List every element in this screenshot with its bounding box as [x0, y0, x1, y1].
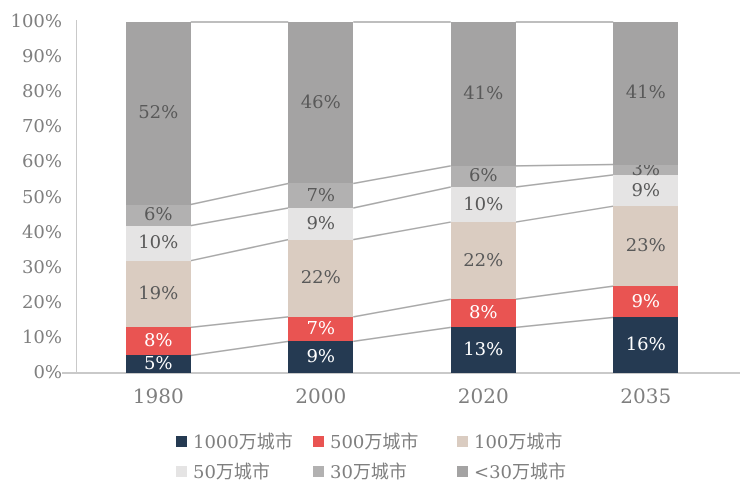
y-axis-line [76, 20, 77, 374]
legend-label: <30万城市 [474, 462, 566, 483]
legend-swatch [313, 435, 324, 447]
x-label-2035: 2035 [620, 384, 672, 408]
series-connector-line [190, 340, 289, 357]
bar-segment [450, 186, 516, 223]
legend-label: 50万城市 [193, 462, 270, 483]
legend-item-500万城市: 500万城市 [313, 431, 419, 453]
legend-swatch [457, 435, 468, 447]
series-connector-line [190, 207, 289, 227]
y-tick-label: 40% [21, 221, 62, 243]
legend-swatch [457, 465, 468, 477]
legend-label: 1000万城市 [193, 432, 293, 453]
legend-item-100万城市: 100万城市 [457, 431, 563, 453]
bar-segment [613, 164, 679, 175]
x-label-2020: 2020 [457, 384, 509, 408]
series-connector-line [515, 174, 614, 188]
bar-segment [125, 22, 191, 205]
legend-item-1000万城市: 1000万城市 [176, 431, 293, 453]
legend-item-30万城市: 30万城市 [313, 461, 407, 483]
y-tick-label: 30% [21, 256, 62, 278]
x-label-1980: 1980 [132, 384, 184, 408]
bar-segment [288, 183, 354, 209]
y-tick-label: 20% [21, 291, 62, 313]
bar-segment [450, 165, 516, 187]
legend-item-<30万城市: <30万城市 [457, 461, 566, 483]
y-tick-label: 90% [21, 46, 62, 68]
series-connector-line [190, 182, 289, 206]
bar-1980: 5% 8% 19% 10% 6% 52% [125, 22, 191, 374]
bar-2020: 13% 8% 22% 10% 6% 41% [450, 22, 516, 373]
bar-2000: 9% 7% 22% 9% 7% 46% [288, 22, 354, 373]
series-connector-line [353, 298, 451, 318]
bar-segment [613, 317, 679, 373]
bar-segment [125, 260, 191, 328]
bar-segment [125, 204, 191, 226]
y-tick-label: 10% [21, 326, 62, 348]
bar-segment [125, 355, 191, 373]
y-tick-label: 50% [21, 186, 62, 208]
y-tick-label: 80% [21, 81, 62, 103]
y-tick-label: 70% [21, 116, 62, 138]
bar-segment [450, 299, 516, 328]
legend-label: 30万城市 [330, 462, 407, 483]
bar-segment [613, 174, 679, 207]
series-connector-line [353, 165, 451, 185]
bar-segment [450, 222, 516, 300]
bar-segment [613, 286, 679, 318]
x-axis-line [62, 372, 740, 374]
bar-segment [125, 225, 191, 261]
bar-2035: 16% 9% 23% 9% 3% 41% [613, 22, 679, 373]
bar-segment [288, 239, 354, 317]
y-tick-label: 100% [10, 11, 62, 32]
bar-segment [288, 208, 354, 240]
bar-segment [450, 22, 516, 166]
legend-label: 500万城市 [330, 432, 419, 453]
bar-segment [288, 316, 354, 342]
bar-segment [613, 22, 679, 165]
bar-segment [450, 327, 516, 373]
x-label-2000: 2000 [295, 384, 347, 408]
legend-swatch [176, 435, 187, 447]
series-connector-line [515, 205, 614, 223]
series-connector-line [515, 163, 614, 167]
series-connector-line [190, 316, 289, 329]
bar-segment [125, 327, 191, 356]
series-connector-line [515, 285, 614, 301]
legend-item-50万城市: 50万城市 [176, 461, 270, 483]
bar-segment [288, 22, 354, 184]
series-connector-line [190, 238, 289, 262]
legend-label: 100万城市 [474, 432, 563, 453]
legend-swatch [313, 465, 324, 477]
y-tick-label: 0% [33, 362, 62, 383]
bar-segment [613, 206, 679, 287]
series-connector-line [353, 326, 451, 343]
bar-segment [288, 341, 354, 373]
series-connector-line [353, 221, 451, 241]
series-connector-line [353, 186, 451, 209]
series-connector-line [515, 316, 614, 329]
y-tick-label: 60% [21, 151, 62, 173]
legend-swatch [176, 465, 187, 477]
